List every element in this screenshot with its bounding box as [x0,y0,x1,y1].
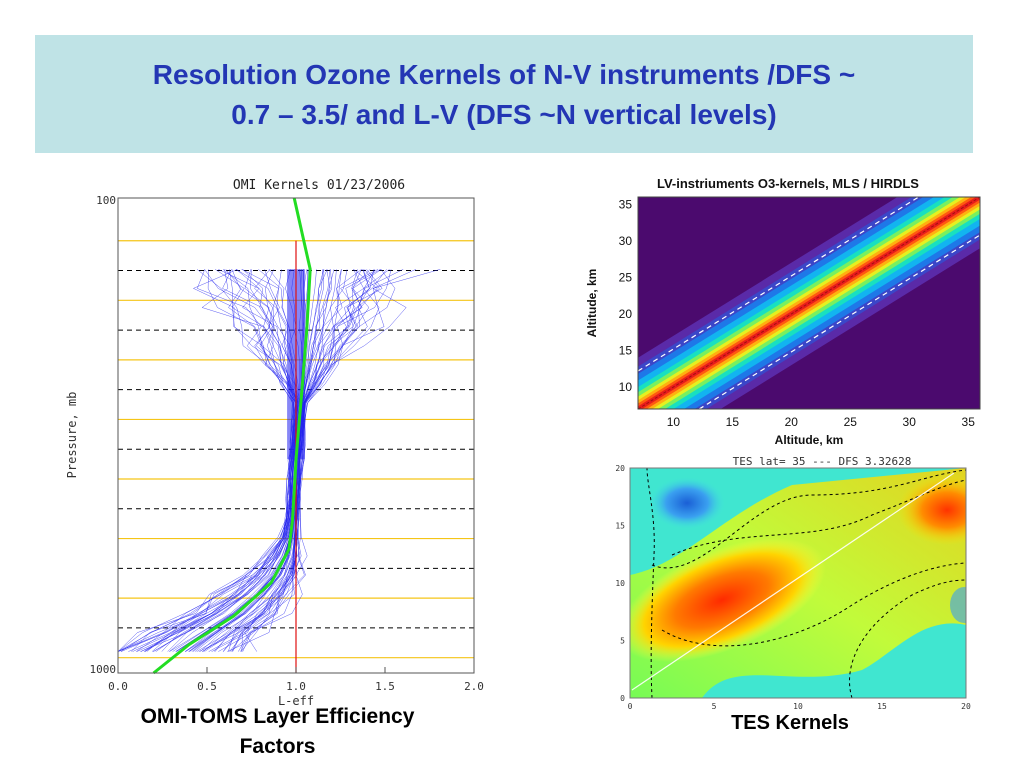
lv-kernel-band [637,172,981,448]
omi-member-kernel-line [227,269,396,652]
omi-x-tick-label: 0.5 [197,680,217,693]
slide-title-line-2: 0.7 – 3.5/ and L-V (DFS ~N vertical leve… [231,99,777,130]
omi-member-kernel-line [146,269,297,652]
tes-y-tick-label: 0 [620,694,625,703]
omi-member-kernel-line [128,269,299,652]
lv-kernels-chart: LV-instriuments O3-kernels, MLS / HIRDLS… [585,172,981,448]
omi-chart-title: OMI Kernels 01/23/2006 [233,178,405,193]
title-banner: Resolution Ozone Kernels of N-V instrume… [35,35,973,153]
omi-member-kernels [117,269,441,652]
omi-member-kernel-line [240,269,417,652]
omi-member-kernel-line [143,269,297,652]
lv-y-tick-label: 10 [619,380,633,394]
lv-y-tick-label: 25 [619,270,633,284]
omi-member-kernel-line [218,269,376,652]
omi-member-kernel-line [153,269,300,652]
lv-kernel-outline [637,234,981,448]
omi-x-tick-label: 1.5 [375,680,395,693]
omi-x-tick-label: 2.0 [464,680,484,693]
omi-caption: OMI-TOMS Layer Efficiency Factors [100,702,455,762]
omi-caption-line-1: OMI-TOMS Layer Efficiency [140,705,415,728]
tes-caption: TES Kernels [731,712,849,734]
lv-chart-title: LV-instriuments O3-kernels, MLS / HIRDLS [657,176,919,191]
omi-y-axis-label: Pressure, mb [65,392,79,479]
omi-member-kernel-line [117,269,295,652]
lv-y-tick-label: 30 [619,234,633,248]
tes-x-tick-label: 20 [961,702,971,711]
omi-x-axis-label: L-eff [278,694,314,708]
lv-x-tick-label: 25 [844,415,858,429]
lv-y-axis-label: Altitude, km [585,269,599,338]
omi-member-kernel-line [196,269,337,652]
lv-y-ticks: 10 15 20 25 30 35 [619,197,633,394]
tes-heatmap-field [630,468,966,698]
lv-x-tick-label: 10 [667,415,681,429]
omi-member-kernel-line [204,269,362,652]
omi-caption-line-2: Factors [239,735,316,758]
omi-x-ticks: 0.0 0.5 1.0 1.5 2.0 [108,667,484,693]
omi-member-kernel-line [131,269,294,652]
lv-x-tick-label: 35 [962,415,976,429]
omi-y-tick-1000: 1000 [90,663,117,676]
omi-member-kernel-line [132,269,298,652]
slide-title: Resolution Ozone Kernels of N-V instrume… [35,55,973,135]
lv-kernel-center-line [637,196,981,410]
tes-plot-frame [629,467,967,699]
omi-mean-kernel-line [152,197,312,675]
lv-x-ticks: 10 15 20 25 30 35 [667,415,976,429]
tes-y-tick-label: 5 [620,637,625,646]
omi-kernels-chart: OMI Kernels 01/23/2006 100 1000 Pressure… [65,178,484,708]
lv-y-tick-label: 35 [619,197,633,211]
omi-member-kernel-line [200,269,348,652]
tes-chart-title: TES lat= 35 --- DFS 3.32628 [733,455,912,468]
omi-member-kernel-line [240,269,390,652]
tes-x-tick-label: 0 [628,702,633,711]
tes-y-tick-label: 15 [615,522,625,531]
omi-member-kernel-line [117,269,294,652]
tes-x-ticks: 0 5 10 15 20 [628,702,971,711]
omi-member-kernel-line [201,269,370,652]
omi-x-tick-label: 0.0 [108,680,128,693]
lv-kernel-outline [637,172,961,372]
omi-member-kernel-line [117,269,294,652]
tes-y-ticks: 0 5 10 15 20 [615,464,625,703]
tes-y-tick-label: 20 [615,464,625,473]
omi-member-kernel-line [117,269,295,652]
lv-x-tick-label: 30 [903,415,917,429]
tes-x-tick-label: 5 [712,702,717,711]
tes-x-tick-label: 15 [877,702,887,711]
lv-x-tick-label: 15 [726,415,740,429]
lv-x-axis-label: Altitude, km [775,433,844,447]
omi-member-kernel-line [229,269,363,652]
tes-y-tick-label: 10 [615,579,625,588]
lv-x-tick-label: 20 [785,415,799,429]
omi-y-tick-100: 100 [96,194,116,207]
lv-plot-frame [637,196,981,410]
lv-y-tick-label: 20 [619,307,633,321]
slide-title-line-1: Resolution Ozone Kernels of N-V instrume… [152,59,856,90]
tes-x-tick-label: 10 [793,702,803,711]
lv-y-tick-label: 15 [619,344,633,358]
omi-member-kernel-line [155,269,297,652]
omi-x-tick-label: 1.0 [286,680,306,693]
tes-kernels-chart: TES lat= 35 --- DFS 3.32628 0 5 10 15 20 0 5 1… [615,455,971,711]
omi-member-kernel-line [244,269,441,652]
